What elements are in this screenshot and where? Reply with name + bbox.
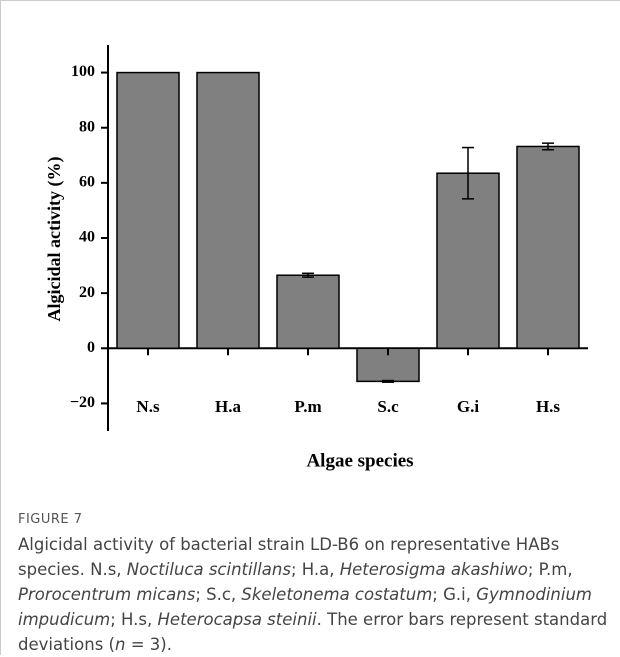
bar	[116, 71, 180, 350]
figure-label: FIGURE 7	[18, 512, 83, 527]
caption-text: ; S.c,	[195, 585, 242, 604]
x-tick-label: G.i	[457, 397, 479, 416]
caption-text: Gymnodinium impudicum	[18, 585, 593, 629]
caption-text: Prorocentrum micans	[18, 585, 196, 604]
y-tick-label: −20	[70, 394, 95, 411]
x-tick-label: H.a	[215, 397, 241, 416]
y-tick-label: 100	[71, 63, 95, 80]
caption-text: = 3).	[125, 635, 172, 654]
caption-text: ; H.s,	[110, 610, 158, 629]
caption-text: ; H.a,	[290, 560, 340, 579]
y-tick-label: 80	[79, 118, 95, 135]
x-axis-label: Algae species	[306, 450, 413, 471]
x-tick-label: H.s	[536, 397, 560, 416]
caption-text: Algicidal activity of bacterial strain L…	[18, 535, 560, 579]
y-tick-label: 40	[79, 229, 95, 246]
x-tick-label: P.m	[294, 397, 321, 416]
caption-text: Heterosigma akashiwo	[339, 560, 528, 579]
bar	[196, 71, 260, 350]
caption-text: Noctiluca scintillans	[126, 560, 291, 579]
chart: Algae species Algicidal activity (%) −20…	[44, 45, 588, 471]
bar	[436, 172, 500, 350]
y-tick-label: 20	[79, 284, 95, 301]
y-tick-label: 0	[87, 339, 95, 356]
caption-text: Skeletonema costatum	[241, 585, 433, 604]
caption-text: . The error bars represent standard devi…	[18, 610, 608, 654]
caption-text: ; G.i,	[432, 585, 477, 604]
y-tick-label: 60	[79, 174, 95, 191]
caption-text: Heterocapsa steinii	[157, 610, 317, 629]
caption: Algicidal activity of bacterial strain L…	[18, 532, 610, 657]
caption-text: n	[114, 635, 126, 654]
x-tick-label: S.c	[377, 397, 399, 416]
bar	[276, 274, 340, 350]
bar	[516, 145, 580, 350]
caption-text: ; P.m,	[527, 560, 573, 579]
y-axis-label: Algicidal activity (%)	[44, 157, 65, 322]
x-tick-label: N.s	[136, 397, 160, 416]
